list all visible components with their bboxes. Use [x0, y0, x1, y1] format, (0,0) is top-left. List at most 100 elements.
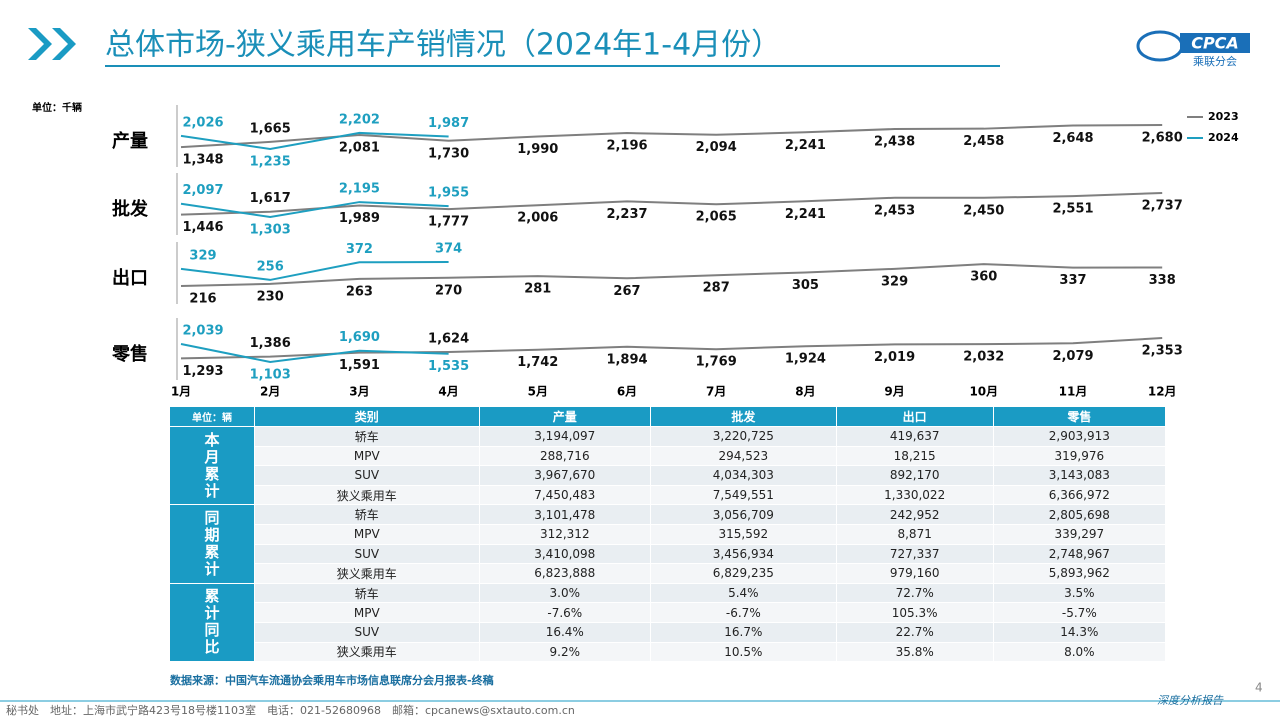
source-note: 数据来源：中国汽车流通协会乘用车市场信息联席分会月报表-终稿 [170, 673, 494, 687]
table-cell: 狭义乘用车 [254, 563, 480, 584]
chevron-icon [28, 28, 76, 60]
table-cell: 1,330,022 [836, 485, 994, 506]
series-line [180, 124, 1163, 149]
data-label: 256 [257, 259, 284, 274]
data-label: 2,438 [874, 135, 915, 150]
table-cell: 批发 [650, 407, 837, 427]
table-cell: 6,829,235 [650, 563, 837, 584]
series-line [180, 131, 449, 151]
data-label: 1,665 [250, 121, 291, 136]
table-cell: 轿车 [254, 583, 480, 604]
series-line [180, 261, 449, 281]
series-line [180, 263, 1163, 287]
data-label: 1,591 [339, 358, 380, 373]
table-cell: 2,748,967 [993, 544, 1167, 565]
data-label: 230 [257, 289, 284, 304]
table-cell: 18,215 [836, 446, 994, 467]
panel-label: 零售 [111, 343, 148, 365]
table-cell: 出口 [836, 407, 994, 427]
series-line [180, 343, 449, 364]
unit-label: 单位：千辆 [32, 101, 82, 114]
data-label: 2,094 [696, 140, 737, 155]
table-cell: 3.0% [479, 583, 651, 604]
panel-label: 批发 [112, 198, 149, 220]
table-cell: 零售 [993, 407, 1167, 427]
data-label: 305 [792, 278, 819, 293]
table-cell: SUV [254, 622, 480, 643]
table-cell: 16.7% [650, 622, 837, 643]
table-row: MPV -7.6% -6.7% 105.3% -5.7% [170, 602, 1167, 623]
data-label: 287 [703, 281, 730, 296]
data-label: 1,894 [606, 352, 647, 367]
slide-title: 总体市场-狭义乘用车产销情况（2024年1-4月份） [105, 28, 781, 63]
x-tick-label: 4月 [438, 385, 458, 399]
data-label: 329 [881, 274, 908, 289]
data-label: 1,446 [182, 220, 223, 235]
table-cell: 2,903,913 [993, 426, 1167, 447]
table-cell: 16.4% [479, 622, 651, 643]
data-label: 1,348 [182, 153, 223, 168]
table-cell: MPV [254, 446, 480, 467]
table-cell: 7,450,483 [479, 485, 651, 506]
series-line [180, 192, 1163, 216]
footer-report: 深度分析报告 [1157, 694, 1224, 707]
table-cell: 288,716 [479, 446, 651, 467]
table-cell: 892,170 [836, 465, 994, 486]
x-tick-label: 5月 [528, 385, 548, 399]
page-number: 4 [1255, 681, 1263, 695]
data-label: 2,450 [963, 203, 1004, 218]
data-label: 1,690 [339, 330, 380, 345]
table-cell: 727,337 [836, 544, 994, 565]
table-cell: 3,967,670 [479, 465, 651, 486]
data-label: 2,648 [1052, 131, 1093, 146]
table-row: MPV 288,716 294,523 18,215 319,976 [170, 446, 1167, 467]
table-cell: 3.5% [993, 583, 1167, 604]
table-cell: 10.5% [650, 642, 837, 663]
series-line [180, 201, 449, 219]
table-cell: 319,976 [993, 446, 1167, 467]
table-row: SUV 3,967,670 4,034,303 892,170 3,143,083 [170, 465, 1167, 486]
table-cell: 14.3% [993, 622, 1167, 643]
x-tick-label: 3月 [349, 385, 369, 399]
data-table: 单位：辆 类别 产量 批发 出口 零售 本月累计 轿车 3,194,097 3,220,725 41… [170, 407, 1167, 663]
x-tick-label: 9月 [884, 385, 904, 399]
data-label: 267 [613, 284, 640, 299]
data-label: 2,453 [874, 203, 915, 218]
table-cell: 3,056,709 [650, 504, 837, 525]
table-cell: 8,871 [836, 524, 994, 545]
data-label: 2,241 [785, 207, 826, 222]
table-cell: -5.7% [993, 602, 1167, 623]
table-cell: 轿车 [254, 504, 480, 525]
data-label: 2,241 [785, 138, 826, 153]
table-cell: 419,637 [836, 426, 994, 447]
data-label: 372 [346, 242, 373, 257]
data-label: 1,955 [428, 186, 469, 201]
data-label: 337 [1059, 273, 1086, 288]
table-cell: 6,366,972 [993, 485, 1167, 506]
table-cell: 979,160 [836, 563, 994, 584]
data-label: 2,737 [1142, 199, 1183, 214]
logo-sub: 乘联分会 [1193, 55, 1237, 68]
table-header: 单位：辆 类别 产量 批发 出口 零售 [170, 407, 1167, 427]
table-cell: 315,592 [650, 524, 837, 545]
table-cell: 狭义乘用车 [254, 485, 480, 506]
data-label: 1,987 [428, 116, 469, 131]
table-cell: 3,410,098 [479, 544, 651, 565]
table-row: 狭义乘用车 6,823,888 6,829,235 979,160 5,893,962 [170, 563, 1167, 584]
table-row: MPV 312,312 315,592 8,871 339,297 [170, 524, 1167, 545]
data-label: 1,303 [250, 223, 291, 238]
table-cell: 产量 [479, 407, 651, 427]
table-cell: 22.7% [836, 622, 994, 643]
table-cell: MPV [254, 524, 480, 545]
table-cell: 3,143,083 [993, 465, 1167, 486]
data-label: 2,097 [182, 183, 223, 198]
x-tick-label: 8月 [795, 385, 815, 399]
table-row: SUV 16.4% 16.7% 22.7% 14.3% [170, 622, 1167, 643]
panel-label: 出口 [112, 267, 148, 289]
table-cell: 339,297 [993, 524, 1167, 545]
data-label: 1,742 [517, 355, 558, 370]
data-label: 1,777 [428, 215, 469, 230]
data-label: 2,353 [1142, 344, 1183, 359]
data-label: 2,079 [1052, 349, 1093, 364]
data-label: 374 [435, 242, 462, 257]
